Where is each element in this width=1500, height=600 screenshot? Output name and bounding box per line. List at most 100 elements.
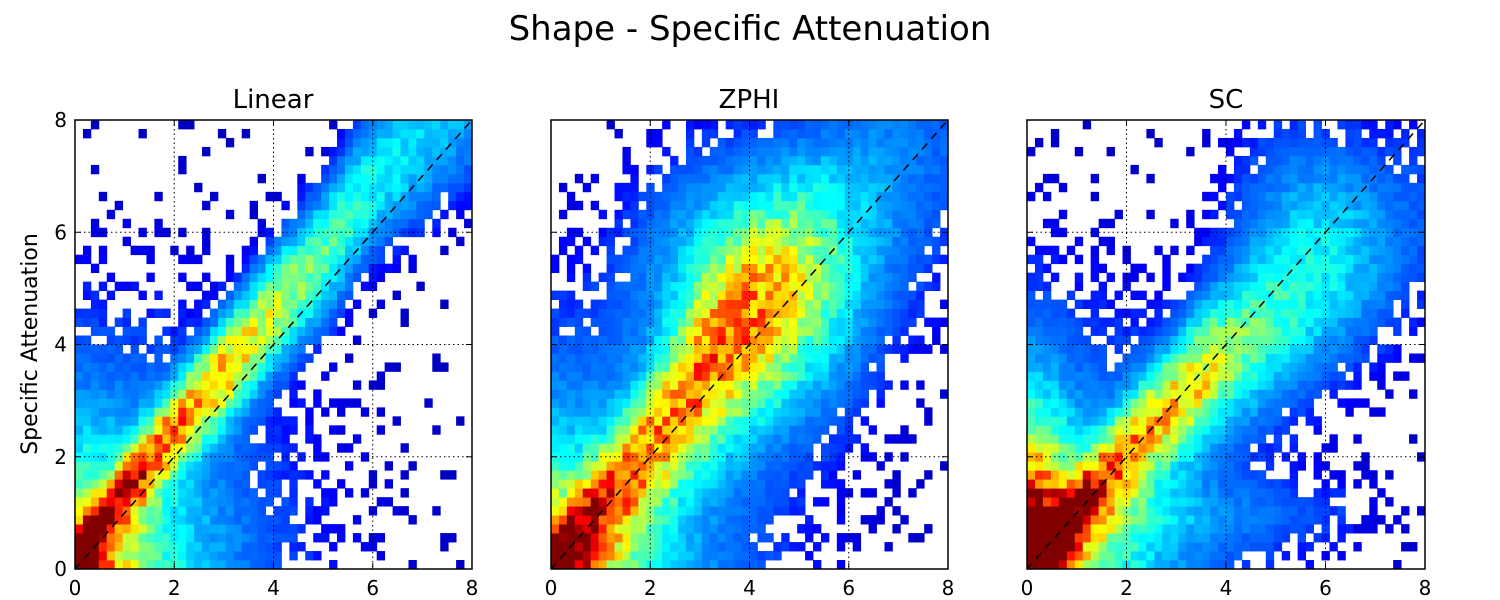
heatmap-cell bbox=[1226, 416, 1235, 426]
heatmap-cell bbox=[717, 353, 727, 363]
heatmap-cell bbox=[114, 425, 124, 435]
heatmap-cell bbox=[614, 362, 623, 372]
heatmap-cell bbox=[805, 353, 814, 363]
heatmap-cell bbox=[297, 344, 306, 354]
heatmap-cell bbox=[1297, 497, 1306, 507]
heatmap-cell bbox=[217, 452, 227, 462]
heatmap-cell bbox=[1138, 506, 1147, 516]
heatmap-cell bbox=[1130, 371, 1139, 381]
heatmap-cell bbox=[685, 560, 695, 570]
heatmap-cell bbox=[1265, 551, 1275, 561]
heatmap-cell bbox=[558, 506, 568, 516]
heatmap-cell bbox=[146, 524, 155, 534]
heatmap-cell bbox=[82, 254, 92, 265]
heatmap-cell bbox=[781, 398, 790, 408]
heatmap-cell bbox=[836, 146, 846, 157]
heatmap-cell bbox=[701, 209, 711, 220]
heatmap-cell bbox=[225, 398, 235, 408]
heatmap-cell bbox=[90, 227, 100, 238]
heatmap-cell bbox=[392, 182, 401, 193]
heatmap-cell bbox=[551, 542, 560, 552]
heatmap-cell bbox=[194, 326, 203, 336]
heatmap-cell bbox=[233, 425, 243, 435]
heatmap-cell bbox=[82, 308, 92, 318]
heatmap-cell bbox=[1313, 272, 1322, 283]
heatmap-cell bbox=[1257, 218, 1267, 229]
heatmap-cell bbox=[678, 425, 687, 435]
heatmap-cell bbox=[178, 452, 187, 462]
heatmap-cell bbox=[582, 470, 592, 480]
heatmap-cell bbox=[281, 317, 290, 327]
heatmap-cell bbox=[1273, 488, 1283, 498]
heatmap-cell bbox=[908, 245, 917, 256]
heatmap-cell bbox=[876, 245, 885, 256]
heatmap-cell bbox=[209, 479, 219, 489]
heatmap-cell bbox=[241, 515, 251, 525]
heatmap-cell bbox=[1329, 191, 1338, 202]
heatmap-cell bbox=[924, 344, 933, 354]
heatmap-cell bbox=[241, 416, 251, 426]
heatmap-cell bbox=[900, 128, 909, 139]
heatmap-cell bbox=[566, 398, 576, 408]
heatmap-cell bbox=[257, 470, 266, 480]
heatmap-cell bbox=[606, 524, 615, 534]
heatmap-cell bbox=[757, 335, 766, 345]
heatmap-cell bbox=[701, 272, 711, 283]
heatmap-cell bbox=[598, 227, 607, 238]
heatmap-cell bbox=[233, 488, 243, 498]
heatmap-cell bbox=[551, 416, 560, 426]
heatmap-cell bbox=[1106, 236, 1115, 247]
heatmap-cell bbox=[765, 173, 774, 184]
heatmap-cell bbox=[646, 344, 655, 354]
heatmap-cell bbox=[1313, 227, 1322, 238]
heatmap-cell bbox=[1265, 227, 1275, 238]
heatmap-cell bbox=[98, 425, 108, 435]
heatmap-cell bbox=[138, 326, 147, 336]
heatmap-cell bbox=[884, 173, 893, 184]
heatmap-cell bbox=[1074, 317, 1084, 327]
heatmap-cell bbox=[329, 209, 338, 220]
heatmap-cell bbox=[1233, 263, 1243, 274]
heatmap-cell bbox=[622, 254, 631, 265]
heatmap-cell bbox=[654, 452, 663, 462]
heatmap-cell bbox=[122, 470, 131, 480]
heatmap-cell bbox=[1218, 362, 1227, 372]
heatmap-cell bbox=[1257, 263, 1267, 274]
heatmap-cell bbox=[1178, 551, 1187, 561]
heatmap-cell bbox=[448, 128, 457, 139]
heatmap-cell bbox=[836, 290, 846, 300]
heatmap-cell bbox=[693, 380, 703, 390]
heatmap-cell bbox=[797, 173, 806, 184]
heatmap-cell bbox=[1162, 524, 1171, 534]
heatmap-cell bbox=[329, 236, 338, 247]
heatmap-cell bbox=[1074, 479, 1084, 489]
heatmap-cell bbox=[98, 533, 108, 543]
heatmap-cell bbox=[892, 317, 901, 327]
heatmap-cell bbox=[1345, 137, 1354, 148]
heatmap-cell bbox=[321, 326, 330, 336]
heatmap-cell bbox=[233, 407, 243, 417]
heatmap-cell bbox=[305, 317, 314, 327]
heatmap-cell bbox=[1058, 407, 1068, 417]
heatmap-cell bbox=[202, 362, 211, 372]
heatmap-cell bbox=[940, 299, 949, 309]
heatmap-cell bbox=[1042, 443, 1052, 453]
heatmap-cell bbox=[233, 335, 243, 345]
heatmap-cell bbox=[217, 515, 227, 525]
heatmap-cell bbox=[566, 515, 576, 525]
heatmap-cell bbox=[1090, 353, 1100, 363]
heatmap-cell bbox=[1257, 120, 1267, 130]
heatmap-cell bbox=[352, 263, 362, 274]
heatmap-cell bbox=[281, 254, 290, 265]
heatmap-cell bbox=[1265, 245, 1275, 256]
heatmap-cell bbox=[122, 416, 131, 426]
heatmap-cell bbox=[1202, 479, 1211, 489]
heatmap-cell bbox=[916, 479, 925, 489]
heatmap-cell bbox=[1273, 227, 1283, 238]
heatmap-cell bbox=[670, 398, 679, 408]
heatmap-cell bbox=[765, 416, 774, 426]
heatmap-cell bbox=[606, 317, 615, 327]
heatmap-cell bbox=[670, 524, 679, 534]
heatmap-cell bbox=[1265, 362, 1275, 372]
heatmap-cell bbox=[1321, 218, 1330, 229]
